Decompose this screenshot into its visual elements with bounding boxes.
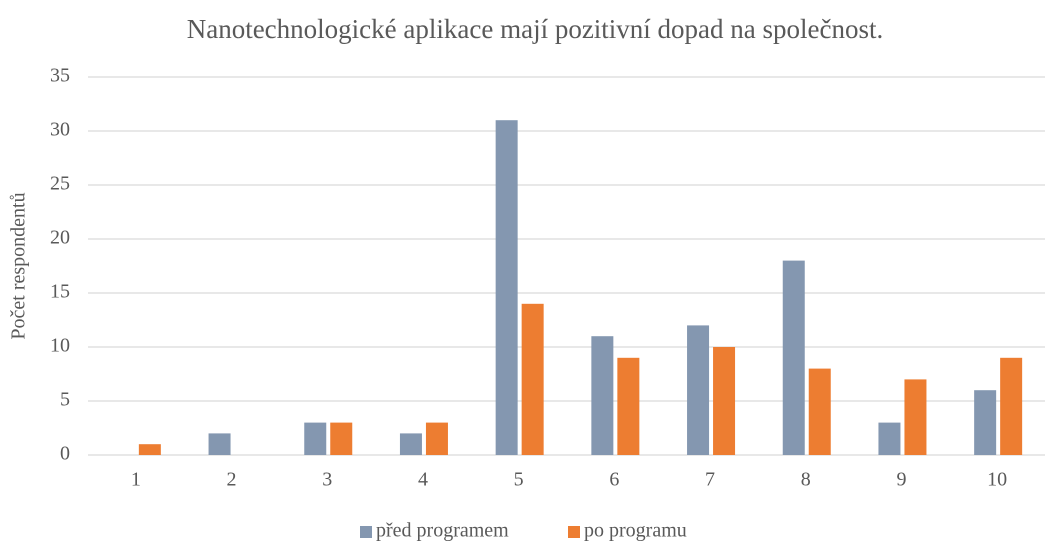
y-tick-label: 35 xyxy=(50,65,70,87)
x-tick-label: 7 xyxy=(705,469,715,491)
bar xyxy=(808,368,831,455)
y-tick-label: 0 xyxy=(60,443,70,465)
bar xyxy=(304,422,327,455)
x-tick-label: 8 xyxy=(801,469,811,491)
x-tick-label: 10 xyxy=(987,469,1007,491)
bar xyxy=(617,357,640,455)
y-axis-label: Počet respondentů xyxy=(8,192,30,339)
legend-swatch xyxy=(568,526,580,538)
chart-title: Nanotechnologické aplikace mají pozitivn… xyxy=(187,14,884,44)
y-tick-label: 25 xyxy=(50,173,70,195)
x-tick-label: 4 xyxy=(418,469,428,491)
bar xyxy=(904,379,927,455)
y-tick-label: 10 xyxy=(50,335,70,357)
bar xyxy=(878,422,901,455)
x-tick-label: 9 xyxy=(896,469,906,491)
y-tick-label: 5 xyxy=(60,389,70,411)
bar xyxy=(495,120,518,455)
x-tick-label: 6 xyxy=(609,469,619,491)
bar xyxy=(399,433,422,455)
x-tick-label: 2 xyxy=(227,469,237,491)
bar xyxy=(974,390,997,455)
bar xyxy=(713,347,736,455)
y-tick-label: 20 xyxy=(50,227,70,249)
bar xyxy=(1000,357,1023,455)
bar xyxy=(782,260,805,455)
x-tick-label: 1 xyxy=(131,469,141,491)
bar xyxy=(138,444,161,455)
y-tick-label: 15 xyxy=(50,281,70,303)
y-tick-label: 30 xyxy=(50,119,70,141)
legend-label: po programu xyxy=(584,520,687,542)
bar xyxy=(521,303,544,455)
bar xyxy=(687,325,710,455)
x-tick-label: 3 xyxy=(322,469,332,491)
bar xyxy=(425,422,448,455)
legend-label: před programem xyxy=(376,520,509,542)
x-tick-label: 5 xyxy=(514,469,524,491)
bar xyxy=(330,422,353,455)
legend-swatch xyxy=(360,526,372,538)
bar xyxy=(208,433,231,455)
bar xyxy=(591,336,614,455)
